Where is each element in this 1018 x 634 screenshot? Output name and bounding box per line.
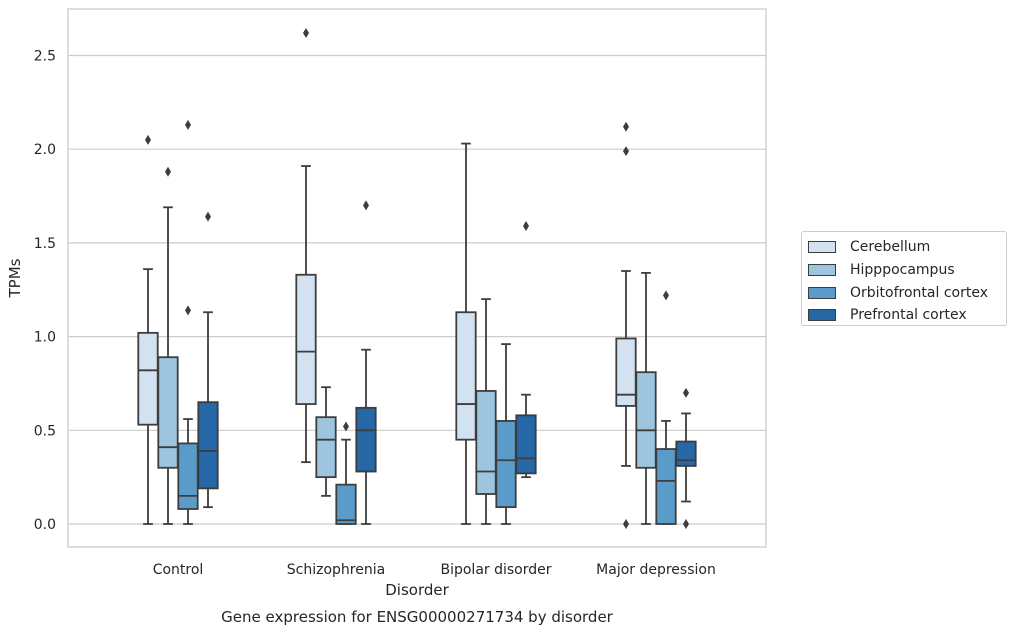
box xyxy=(295,273,317,405)
legend-label: Orbitofrontal cortex xyxy=(850,284,988,301)
legend-label: Cerebellum xyxy=(850,239,931,256)
outlier-point xyxy=(523,221,529,232)
y-tick-label: 2.0 xyxy=(34,142,56,158)
outlier-point xyxy=(623,121,629,132)
x-tick-label: Major depression xyxy=(596,562,716,578)
outlier-point xyxy=(185,305,191,316)
box xyxy=(157,356,179,469)
y-tick-label: 1.0 xyxy=(34,330,56,346)
y-axis-label: TPMs xyxy=(6,258,24,298)
box xyxy=(355,406,377,473)
x-tick-labels: Control Schizophrenia Bipolar disorder Majo… xyxy=(153,562,716,578)
plot-frame xyxy=(67,8,767,548)
x-tick-label: Schizophrenia xyxy=(287,562,385,578)
box xyxy=(335,483,357,525)
y-tick-label: 0.5 xyxy=(34,423,56,439)
legend: Cerebellum Hipppocampus Orbitofrontal cort… xyxy=(801,231,1007,326)
box xyxy=(635,371,657,469)
box xyxy=(177,442,199,510)
outlier-point xyxy=(623,146,629,157)
box xyxy=(655,448,677,525)
legend-item: Orbitofrontal cortex xyxy=(808,281,1006,304)
legend-item: Hipppocampus xyxy=(808,259,1006,282)
box xyxy=(455,311,477,441)
legend-label: Prefrontal cortex xyxy=(850,307,967,324)
box xyxy=(315,416,337,479)
legend-swatch xyxy=(808,286,836,299)
x-tick-label: Bipolar disorder xyxy=(440,562,551,578)
outlier-point xyxy=(683,387,689,398)
legend-swatch xyxy=(808,264,836,277)
outlier-point xyxy=(303,28,309,39)
outlier-point xyxy=(205,211,211,222)
y-tick-label: 0.0 xyxy=(34,517,56,533)
box xyxy=(675,440,697,467)
x-axis-label: Disorder xyxy=(385,581,449,599)
outlier-point xyxy=(363,200,369,211)
outlier-point xyxy=(623,519,629,529)
y-tick-labels: 0.0 0.5 1.0 1.5 2.0 2.5 xyxy=(34,49,56,534)
legend-item: Prefrontal cortex xyxy=(808,304,1006,327)
legend-swatch xyxy=(808,309,836,322)
legend-item: Cerebellum xyxy=(808,236,1006,259)
box-plot-series xyxy=(137,28,697,529)
outlier-point xyxy=(683,519,689,529)
legend-label: Hipppocampus xyxy=(850,262,955,279)
outlier-point xyxy=(185,119,191,130)
legend-swatch xyxy=(808,241,836,254)
box xyxy=(197,401,219,490)
outlier-point xyxy=(663,290,669,301)
x-tick-label: Control xyxy=(153,562,204,578)
box xyxy=(495,420,517,509)
box xyxy=(475,390,497,495)
y-tick-label: 2.5 xyxy=(34,49,56,65)
box xyxy=(137,331,159,426)
outlier-point xyxy=(145,134,151,145)
box xyxy=(515,414,537,475)
outlier-point xyxy=(343,421,349,432)
y-tick-label: 1.5 xyxy=(34,236,56,252)
box xyxy=(615,337,637,407)
chart-caption: Gene expression for ENSG00000271734 by d… xyxy=(221,608,614,626)
outlier-point xyxy=(165,166,171,177)
